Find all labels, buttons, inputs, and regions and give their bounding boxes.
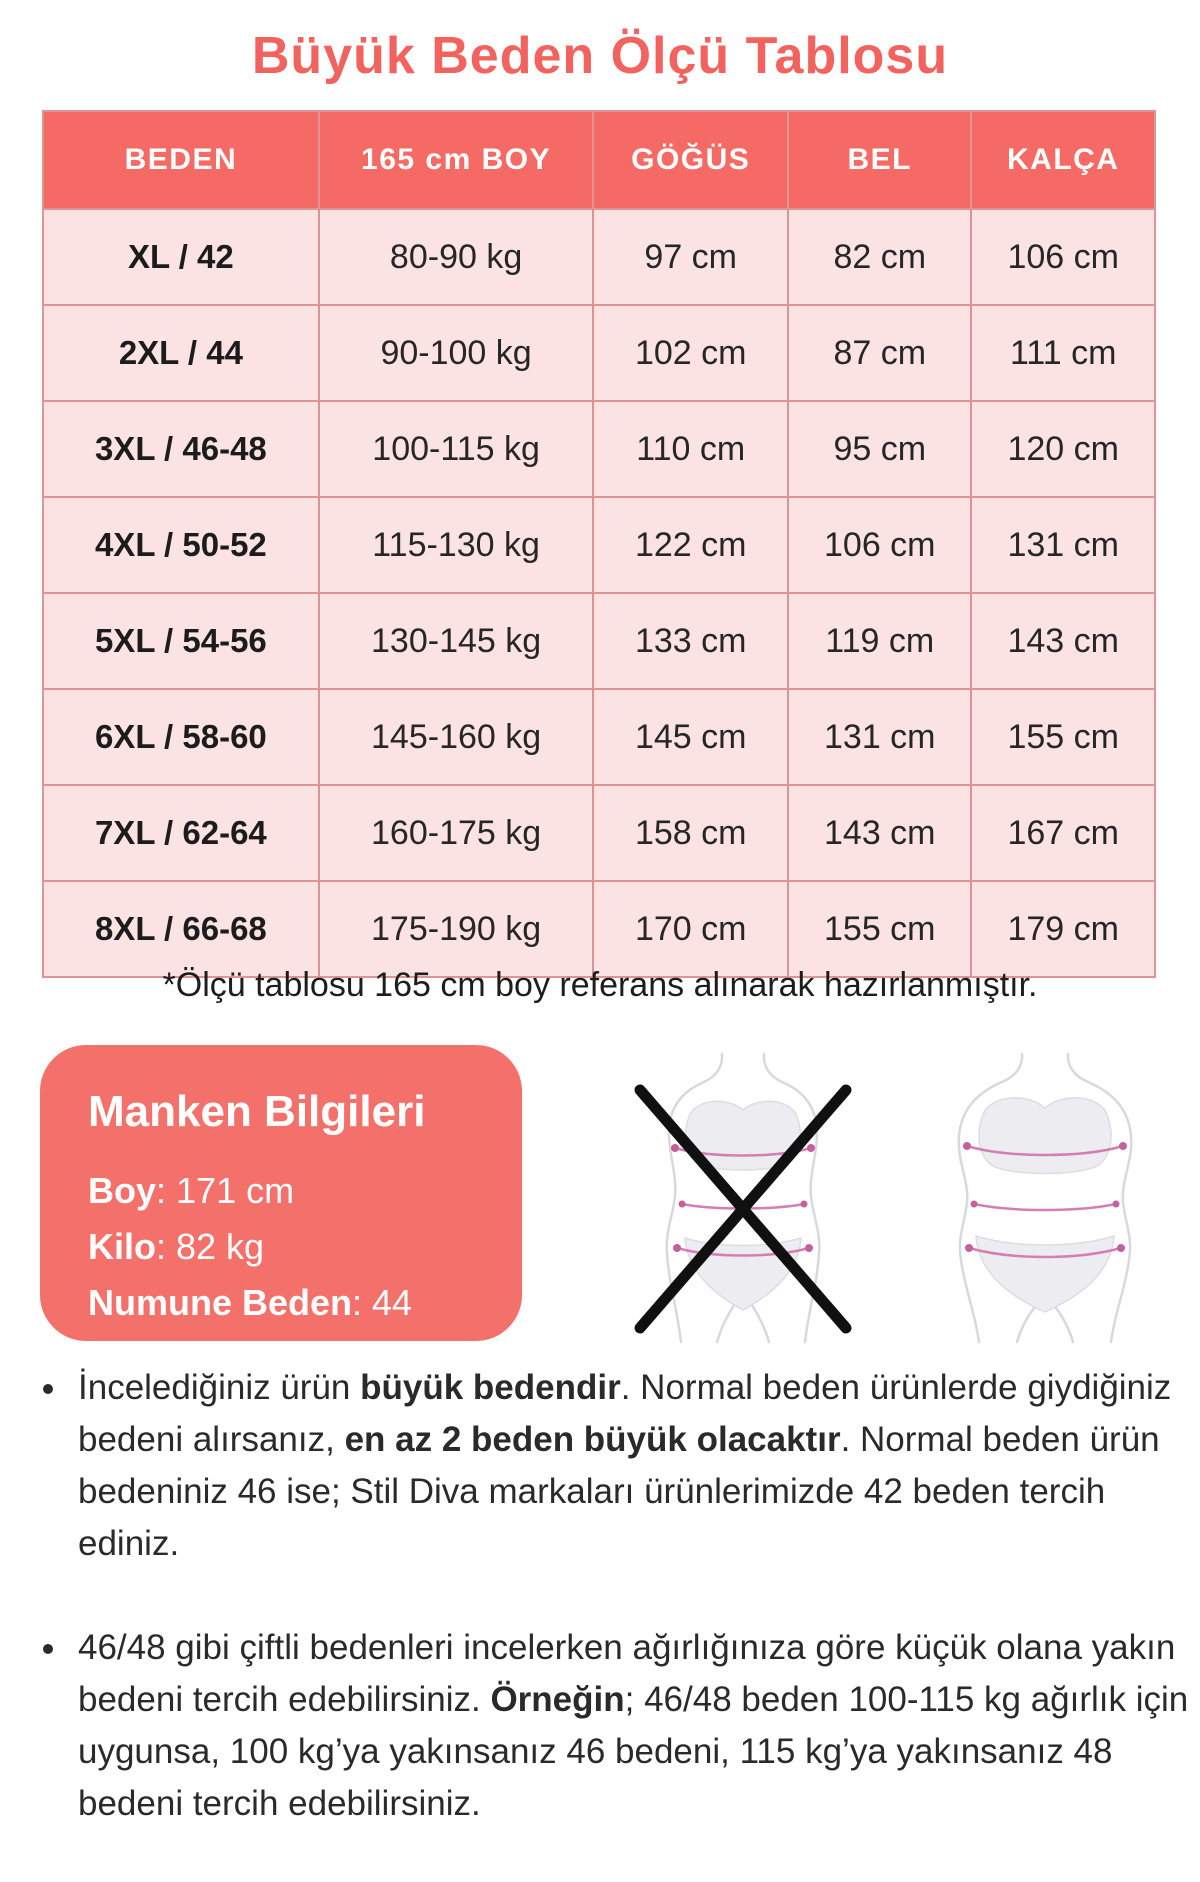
measure-lines	[966, 1144, 1124, 1259]
cell-waist: 106 cm	[787, 496, 973, 594]
cell-weight: 100-115 kg	[317, 400, 595, 498]
cell-weight: 145-160 kg	[317, 688, 595, 786]
model-info-title: Manken Bilgileri	[88, 1087, 426, 1136]
note-segment: İncelediğiniz ürün	[78, 1368, 361, 1407]
bra-shape	[978, 1097, 1112, 1175]
cell-size: 5XL / 54-56	[42, 592, 320, 690]
body-figures	[618, 1050, 1170, 1350]
cell-hip: 106 cm	[970, 208, 1156, 306]
cell-weight: 175-190 kg	[317, 880, 595, 978]
x-cross-mark	[634, 1084, 852, 1334]
panties-shape	[975, 1234, 1115, 1313]
note-item-sizing: İncelediğiniz ürün büyük bedendir. Norma…	[70, 1362, 1200, 1570]
cell-hip: 120 cm	[970, 400, 1156, 498]
cell-size: 7XL / 62-64	[42, 784, 320, 882]
cell-chest: 158 cm	[592, 784, 790, 882]
note-segment: . Normal beden ürünlerde giydiğiniz bede…	[78, 1368, 1172, 1459]
model-info-card: Manken Bilgileri Boy: 171 cm Kilo: 82 kg…	[40, 1045, 522, 1341]
cell-weight: 160-175 kg	[317, 784, 595, 882]
table-row: 2XL / 44 90-100 kg 102 cm 87 cm 111 cm	[42, 304, 1156, 402]
table-row: 5XL / 54-56 130-145 kg 133 cm 119 cm 143…	[42, 592, 1156, 690]
panties-shape	[684, 1236, 802, 1311]
model-height-label: Boy	[88, 1170, 157, 1211]
cell-chest: 145 cm	[592, 688, 790, 786]
page-title: Büyük Beden Ölçü Tablosu	[251, 27, 949, 85]
cell-size: 6XL / 58-60	[42, 688, 320, 786]
cell-chest: 170 cm	[592, 880, 790, 978]
cell-hip: 131 cm	[970, 496, 1156, 594]
cell-weight: 115-130 kg	[317, 496, 595, 594]
cell-hip: 155 cm	[970, 688, 1156, 786]
table-footnote: *Ölçü tablosu 165 cm boy referans alınar…	[162, 966, 1038, 1004]
model-sample-size-value: : 44	[352, 1282, 413, 1323]
plus-body-icon	[957, 1052, 1133, 1344]
table-row: 6XL / 58-60 145-160 kg 145 cm 131 cm 155…	[42, 688, 1156, 786]
cell-hip: 111 cm	[970, 304, 1156, 402]
cell-size: 8XL / 66-68	[42, 880, 320, 978]
table-header-row: BEDEN 165 cm BOY GÖĞÜS BEL KALÇA	[42, 110, 1156, 210]
note-segment-bold: en az 2 beden büyük olacaktır	[344, 1420, 841, 1459]
note-segment: . Normal beden ürün bedeniniz 46 ise; St…	[78, 1420, 1160, 1563]
measure-line-dots	[671, 1144, 815, 1252]
cell-waist: 131 cm	[787, 688, 973, 786]
cell-waist: 82 cm	[787, 208, 973, 306]
cell-chest: 102 cm	[592, 304, 790, 402]
col-header-bel: BEL	[787, 110, 973, 210]
cell-weight: 90-100 kg	[317, 304, 595, 402]
cell-size: 4XL / 50-52	[42, 496, 320, 594]
model-weight-field: Kilo: 82 kg	[88, 1219, 492, 1275]
cell-size: 2XL / 44	[42, 304, 320, 402]
cell-waist: 87 cm	[787, 304, 973, 402]
model-sample-size-label: Numune Beden	[88, 1282, 353, 1323]
cell-waist: 143 cm	[787, 784, 973, 882]
model-weight-value: : 82 kg	[156, 1226, 265, 1267]
cell-hip: 143 cm	[970, 592, 1156, 690]
note-segment: 46/48 gibi çiftli bedenleri incelerken a…	[78, 1628, 1176, 1719]
model-sample-size-field: Numune Beden: 44	[88, 1275, 492, 1331]
cell-chest: 122 cm	[592, 496, 790, 594]
cell-waist: 119 cm	[787, 592, 973, 690]
col-header-beden: BEDEN	[42, 110, 320, 210]
cell-waist: 155 cm	[787, 880, 973, 978]
cell-weight: 80-90 kg	[317, 208, 595, 306]
col-header-kalca: KALÇA	[970, 110, 1156, 210]
cell-weight: 130-145 kg	[317, 592, 595, 690]
notes-list: İncelediğiniz ürün büyük bedendir. Norma…	[36, 1362, 1200, 1882]
cell-hip: 167 cm	[970, 784, 1156, 882]
note-item-double-sizes: 46/48 gibi çiftli bedenleri incelerken a…	[70, 1622, 1200, 1830]
col-header-gogus: GÖĞÜS	[592, 110, 790, 210]
cell-size: XL / 42	[42, 208, 320, 306]
table-row: 7XL / 62-64 160-175 kg 158 cm 143 cm 167…	[42, 784, 1156, 882]
table-row: 4XL / 50-52 115-130 kg 122 cm 106 cm 131…	[42, 496, 1156, 594]
cell-waist: 95 cm	[787, 400, 973, 498]
model-weight-label: Kilo	[88, 1226, 156, 1267]
cell-chest: 110 cm	[592, 400, 790, 498]
cell-chest: 133 cm	[592, 592, 790, 690]
measure-line-dots	[963, 1142, 1127, 1252]
model-height-field: Boy: 171 cm	[88, 1163, 492, 1219]
size-table: BEDEN 165 cm BOY GÖĞÜS BEL KALÇA XL / 42…	[42, 110, 1156, 978]
table-row: 3XL / 46-48 100-115 kg 110 cm 95 cm 120 …	[42, 400, 1156, 498]
table-row: 8XL / 66-68 175-190 kg 170 cm 155 cm 179…	[42, 880, 1156, 978]
col-header-boy: 165 cm BOY	[317, 110, 595, 210]
cell-chest: 97 cm	[592, 208, 790, 306]
model-height-value: : 171 cm	[156, 1170, 295, 1211]
note-segment-bold: Örneğin	[490, 1680, 625, 1719]
cell-size: 3XL / 46-48	[42, 400, 320, 498]
slim-body-crossed-icon	[634, 1052, 852, 1344]
table-row: XL / 42 80-90 kg 97 cm 82 cm 106 cm	[42, 208, 1156, 306]
note-segment-bold: büyük bedendir	[360, 1368, 621, 1407]
cell-hip: 179 cm	[970, 880, 1156, 978]
